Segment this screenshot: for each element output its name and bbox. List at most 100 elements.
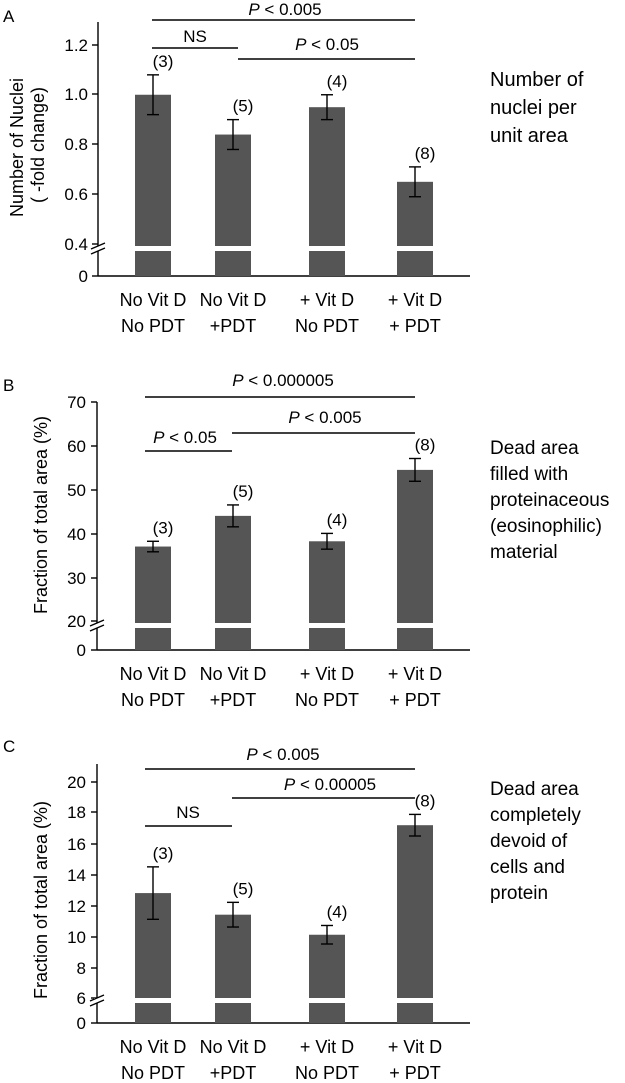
y-tick-label: 40 (67, 525, 86, 544)
significance-label: P < 0.05 (295, 35, 359, 54)
bar (135, 94, 171, 276)
y-tick-label: 20 (67, 612, 86, 631)
y-zero-label: 0 (77, 1014, 86, 1033)
p-symbol: P (246, 745, 258, 764)
p-threshold: < 0.000005 (244, 371, 334, 390)
y-tick-labels: 1.2 1.0 0.8 0.6 0.4 0 (64, 36, 88, 286)
y-axis-label: Fraction of total area (%) (31, 801, 51, 999)
x-tick-label: No PDT (121, 1063, 185, 1083)
error-bar (147, 540, 159, 553)
panel-letter: B (3, 376, 14, 395)
axis-break-marks (89, 994, 105, 1007)
panel-b-description: Dead area filled with proteinaceous (eos… (490, 436, 625, 566)
significance-brackets (152, 19, 415, 60)
error-bar (321, 94, 333, 121)
x-tick-label: +PDT (210, 690, 257, 710)
x-tick-label: No PDT (295, 1063, 359, 1083)
x-tick-label: + Vit D (388, 1037, 442, 1057)
x-tick-label: + PDT (389, 1063, 441, 1083)
y-tick-label: 12 (67, 897, 86, 916)
x-tick-label: + Vit D (388, 664, 442, 684)
error-bar (227, 901, 239, 928)
p-threshold: < 0.00005 (295, 775, 376, 794)
p-symbol: P (232, 371, 244, 390)
x-tick-label: No PDT (121, 316, 185, 336)
description-line: proteinaceous (490, 490, 610, 511)
y-tick-label: 50 (67, 481, 86, 500)
axis-break-gap (94, 623, 474, 628)
x-tick-label: + Vit D (300, 664, 354, 684)
error-bar (321, 924, 333, 945)
panel-c-description: Dead area completely devoid of cells and… (490, 777, 625, 907)
error-bar (227, 118, 239, 151)
p-symbol: P (153, 428, 165, 447)
significance-label: P < 0.005 (288, 408, 361, 427)
significance-brackets (145, 768, 415, 827)
significance-label: P < 0.05 (153, 428, 217, 447)
error-bar (409, 813, 421, 837)
description-line: completely (490, 805, 581, 826)
y-zero-label: 0 (77, 641, 86, 660)
x-tick-label: + Vit D (300, 290, 354, 310)
y-tick-label: 16 (67, 835, 86, 854)
p-symbol: P (288, 408, 300, 427)
description-line: Dead area (490, 438, 579, 459)
p-symbol: P (295, 35, 307, 54)
significance-brackets (145, 396, 415, 452)
error-bar (321, 532, 333, 550)
axis-break-mark (90, 242, 106, 250)
x-tick-label: +PDT (210, 316, 257, 336)
description-line: (eosinophilic) (490, 516, 602, 537)
p-threshold: < 0.005 (258, 745, 320, 764)
y-axis-ticks (91, 781, 97, 1024)
panel-letter: C (3, 737, 15, 756)
x-tick-label: No Vit D (120, 290, 187, 310)
x-tick-label: No Vit D (200, 1037, 267, 1057)
p-symbol: P (284, 775, 296, 794)
y-tick-labels: 20 18 16 14 12 10 8 6 0 (67, 773, 86, 1033)
y-tick-label: 60 (67, 437, 86, 456)
axis-break-mark (89, 624, 105, 632)
x-tick-label: +PDT (210, 1063, 257, 1083)
axis-break-gap (94, 998, 474, 1003)
x-tick-label: No PDT (295, 316, 359, 336)
panel-c: C Fraction of total area (%) 20 18 16 14… (3, 737, 474, 1083)
panel-a: A Number of Nuclei ( -fold change) 1.2 1… (3, 0, 475, 336)
description-line: filled with (490, 464, 569, 485)
x-tick-label: + Vit D (300, 1037, 354, 1057)
description-line: Number of (490, 69, 584, 91)
y-tick-label: 20 (67, 773, 86, 792)
y-tick-label: 0.4 (64, 235, 88, 254)
x-tick-label: No PDT (121, 690, 185, 710)
significance-label: P < 0.000005 (232, 371, 334, 390)
y-axis-ticks (91, 401, 97, 651)
significance-label: P < 0.005 (248, 0, 321, 19)
y-tick-label: 6 (77, 989, 86, 1008)
y-axis-label: Number of Nuclei ( -fold change) (7, 73, 48, 217)
y-tick-label: 30 (67, 569, 86, 588)
significance-label: NS (183, 27, 207, 46)
y-axis-label-line: ( -fold change) (28, 87, 48, 203)
p-threshold: < 0.05 (306, 35, 358, 54)
x-tick-label: No Vit D (200, 664, 267, 684)
sample-size-label: (8) (415, 791, 436, 810)
y-axis-label-line: Number of Nuclei (7, 78, 27, 217)
bar (135, 546, 171, 650)
bar (397, 181, 433, 276)
significance-label: P < 0.005 (246, 745, 319, 764)
x-tick-label: + PDT (389, 690, 441, 710)
x-tick-label: + Vit D (388, 290, 442, 310)
panel-a-description: Number of nuclei per unit area (490, 66, 625, 150)
error-bar (227, 504, 239, 528)
error-bar (147, 74, 159, 116)
y-axis-label: Fraction of total area (%) (31, 416, 51, 614)
significance-label: NS (176, 803, 200, 822)
sample-size-label: (5) (233, 97, 254, 116)
y-tick-labels: 70 60 50 40 30 20 0 (67, 393, 86, 660)
description-line: nuclei per (490, 97, 577, 119)
y-tick-label: 0.8 (64, 135, 88, 154)
bar (215, 914, 251, 1023)
description-line: protein (490, 883, 549, 904)
bar (215, 515, 251, 650)
sample-size-label: (8) (415, 436, 436, 455)
